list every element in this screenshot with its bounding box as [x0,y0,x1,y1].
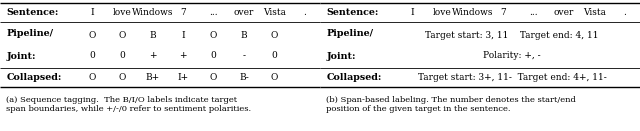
Text: B-: B- [239,73,249,82]
Text: Polarity: +, -: Polarity: +, - [483,51,541,60]
Text: Pipeline/: Pipeline/ [6,29,54,38]
Text: O: O [88,31,96,40]
Text: 0: 0 [211,51,216,60]
Text: 0: 0 [120,51,125,60]
Text: I+: I+ [178,73,189,82]
Text: Joint:: Joint: [326,52,356,61]
Text: (a) Sequence tagging.  The B/I/O labels indicate target
span boundaries, while +: (a) Sequence tagging. The B/I/O labels i… [6,96,252,113]
Text: Collapsed:: Collapsed: [6,73,62,82]
Text: Target start: 3, 11    Target end: 4, 11: Target start: 3, 11 Target end: 4, 11 [425,31,599,40]
Text: Collapsed:: Collapsed: [326,73,382,82]
Text: O: O [271,73,278,82]
Text: 7: 7 [180,8,186,17]
Text: .: . [303,8,306,17]
Text: (b) Span-based labeling. The number denotes the start/end
position of the given : (b) Span-based labeling. The number deno… [326,96,576,113]
Text: O: O [118,73,126,82]
Text: over: over [234,8,254,17]
Text: 0: 0 [89,51,95,60]
Text: Windows: Windows [132,8,173,17]
Text: over: over [554,8,574,17]
Text: 0: 0 [271,51,277,60]
Text: Sentence:: Sentence: [326,8,379,17]
Text: O: O [118,31,126,40]
Text: I: I [90,8,94,17]
Text: Vista: Vista [583,8,606,17]
Text: love: love [433,8,452,17]
Text: I: I [410,8,414,17]
Text: Windows: Windows [452,8,493,17]
Text: O: O [88,73,96,82]
Text: O: O [210,73,218,82]
Text: ...: ... [209,8,218,17]
Text: Target start: 3+, 11-  Target end: 4+, 11-: Target start: 3+, 11- Target end: 4+, 11… [418,73,606,82]
Text: 7: 7 [500,8,506,17]
Text: B+: B+ [146,73,160,82]
Text: love: love [113,8,132,17]
Text: Joint:: Joint: [6,52,36,61]
Text: B: B [241,31,247,40]
Text: O: O [210,31,218,40]
Text: .: . [623,8,626,17]
Text: Vista: Vista [263,8,286,17]
Text: Pipeline/: Pipeline/ [326,29,374,38]
Text: I: I [181,31,185,40]
Text: +: + [179,51,187,60]
Text: -: - [243,51,246,60]
Text: Sentence:: Sentence: [6,8,59,17]
Text: +: + [149,51,157,60]
Text: ...: ... [529,8,538,17]
Text: O: O [271,31,278,40]
Text: B: B [150,31,156,40]
